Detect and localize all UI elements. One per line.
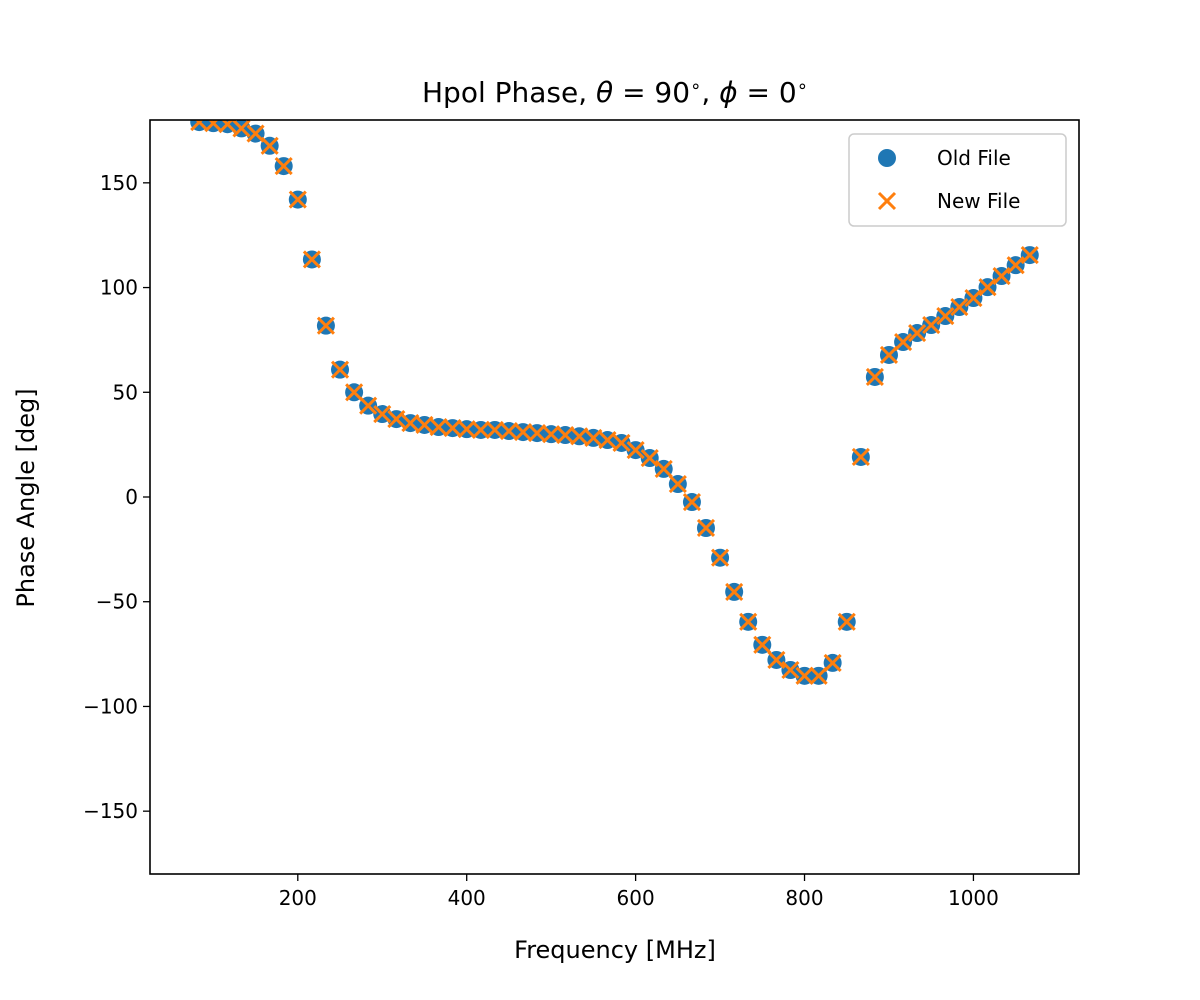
- new-file-point: [978, 278, 997, 297]
- new-file-point: [218, 120, 237, 134]
- new-file-point: [950, 297, 969, 317]
- new-file-point: [598, 430, 617, 450]
- legend: Old File New File: [848, 133, 1067, 227]
- new-file-point: [908, 323, 927, 343]
- new-file-point: [302, 250, 321, 269]
- new-file-point: [696, 518, 716, 538]
- x-tick-label: 800: [785, 886, 823, 910]
- y-axis: 150 100 50 0 −50 −100 −150: [83, 171, 150, 823]
- x-tick-label: 400: [448, 886, 486, 910]
- new-file-point: [330, 360, 350, 379]
- chart-title: Hpol Phase, θ = 90∘, ϕ = 0∘: [422, 76, 808, 109]
- x-tick-label: 200: [279, 886, 317, 910]
- new-file-point: [443, 419, 462, 438]
- new-file-point: [992, 266, 1011, 286]
- new-file-point: [345, 383, 364, 402]
- new-file-point: [795, 666, 814, 685]
- new-file-point: [879, 345, 899, 365]
- new-file-point: [711, 548, 730, 567]
- new-file-point: [767, 650, 786, 670]
- new-file-point: [781, 660, 800, 680]
- y-axis-label: Phase Angle [deg]: [12, 388, 40, 607]
- new-file-point: [471, 420, 490, 440]
- new-file-point: [288, 190, 307, 209]
- x-tick-label: 600: [617, 886, 655, 910]
- legend-new-file-label: New File: [937, 189, 1020, 213]
- new-file-point: [499, 421, 518, 441]
- y-tick-label: 100: [100, 276, 138, 300]
- legend-box: [848, 133, 1067, 227]
- data-points: [190, 120, 1039, 685]
- y-tick-label: 0: [125, 485, 138, 509]
- x-axis: 200 400 600 800 1000: [279, 874, 999, 910]
- new-file-point: [725, 582, 744, 601]
- new-file-point: [1020, 246, 1039, 265]
- new-file-point: [485, 420, 504, 440]
- legend-old-file-label: Old File: [937, 146, 1011, 170]
- y-tick-label: 150: [100, 171, 138, 195]
- new-file-point: [626, 441, 645, 460]
- new-file-point: [359, 396, 378, 415]
- legend-new-file-marker: [877, 191, 897, 211]
- new-file-point: [260, 136, 279, 155]
- new-file-point: [964, 288, 983, 308]
- new-file-point: [753, 635, 772, 654]
- new-file-point: [542, 425, 561, 444]
- new-file-point: [513, 423, 533, 442]
- y-tick-label: −100: [83, 694, 138, 718]
- new-file-point: [373, 404, 392, 424]
- new-file-point: [640, 448, 659, 468]
- new-file-point: [936, 306, 955, 326]
- new-file-point: [739, 612, 758, 631]
- new-file-point: [527, 424, 547, 443]
- new-file-point: [654, 459, 673, 478]
- new-file-point: [1006, 256, 1025, 275]
- new-file-point: [316, 316, 335, 335]
- new-file-point: [809, 666, 828, 685]
- new-file-point: [894, 332, 913, 352]
- new-file-point: [232, 120, 251, 138]
- new-file-point: [823, 653, 842, 672]
- new-file-point: [457, 420, 476, 439]
- plot-frame: [149, 119, 1080, 875]
- new-file-point: [865, 367, 884, 387]
- new-file-point: [922, 315, 941, 335]
- new-file-point: [584, 428, 603, 447]
- new-file-point: [415, 415, 434, 435]
- new-file-point: [387, 410, 406, 429]
- legend-old-file-marker: [878, 149, 896, 167]
- new-file-point: [837, 612, 856, 631]
- new-file-point: [429, 417, 448, 437]
- y-tick-label: 50: [113, 380, 138, 404]
- new-file-point: [204, 120, 223, 133]
- y-tick-label: −150: [83, 799, 138, 823]
- y-tick-label: −50: [96, 590, 138, 614]
- new-file-point: [851, 447, 870, 467]
- new-file-point: [612, 433, 631, 453]
- new-file-point: [682, 492, 702, 512]
- new-file-point: [274, 157, 293, 176]
- new-file-point: [668, 474, 687, 494]
- x-tick-label: 1000: [948, 886, 999, 910]
- x-axis-label: Frequency [MHz]: [514, 936, 716, 964]
- new-file-point: [190, 120, 209, 132]
